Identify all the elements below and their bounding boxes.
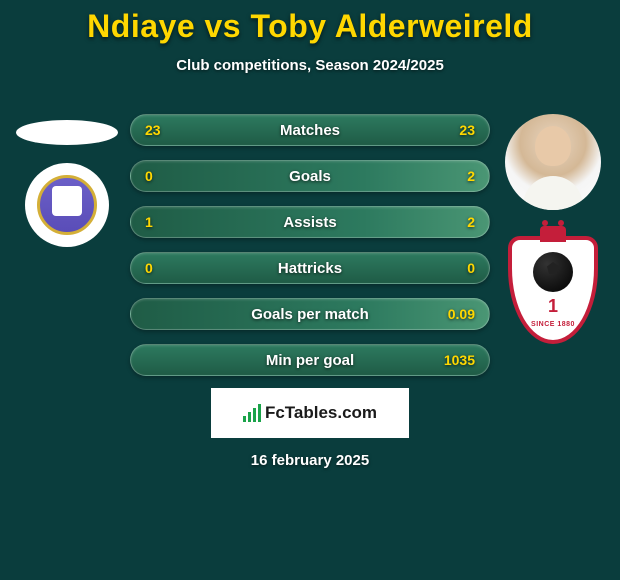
stat-row: 1 Assists 2 bbox=[130, 206, 490, 238]
stat-label: Matches bbox=[131, 122, 489, 139]
stat-left-value: 0 bbox=[145, 168, 153, 184]
stat-right-value: 23 bbox=[459, 122, 475, 138]
left-player-column bbox=[12, 110, 122, 247]
football-icon bbox=[533, 252, 573, 292]
stat-right-value: 2 bbox=[467, 168, 475, 184]
stat-row: Min per goal 1035 bbox=[130, 344, 490, 376]
player-avatar-placeholder bbox=[16, 120, 118, 145]
stat-left-value: 1 bbox=[145, 214, 153, 230]
stat-right-value: 2 bbox=[467, 214, 475, 230]
content-row: 23 Matches 23 0 Goals 2 1 Assists 2 0 Ha… bbox=[0, 110, 620, 376]
comparison-card: Ndiaye vs Toby Alderweireld Club competi… bbox=[0, 0, 620, 469]
stat-label: Hattricks bbox=[131, 260, 489, 277]
footer: FcTables.com 16 february 2025 bbox=[0, 388, 620, 469]
stat-label: Goals bbox=[131, 168, 489, 185]
stat-row: 23 Matches 23 bbox=[130, 114, 490, 146]
anderlecht-crest-icon bbox=[25, 163, 109, 247]
stat-row: 0 Goals 2 bbox=[130, 160, 490, 192]
brand-text: FcTables.com bbox=[265, 403, 377, 423]
stat-row: Goals per match 0.09 bbox=[130, 298, 490, 330]
right-player-column: 1 SINCE 1880 bbox=[498, 110, 608, 352]
stat-label: Assists bbox=[131, 214, 489, 231]
subtitle: Club competitions, Season 2024/2025 bbox=[0, 57, 620, 74]
stat-label: Min per goal bbox=[131, 352, 489, 369]
antwerp-crest-icon: 1 SINCE 1880 bbox=[503, 228, 603, 352]
stat-right-value: 0.09 bbox=[448, 306, 475, 322]
stats-list: 23 Matches 23 0 Goals 2 1 Assists 2 0 Ha… bbox=[130, 110, 490, 376]
stat-left-value: 0 bbox=[145, 260, 153, 276]
stat-left-value: 23 bbox=[145, 122, 161, 138]
crest-since: SINCE 1880 bbox=[531, 321, 575, 328]
page-title: Ndiaye vs Toby Alderweireld bbox=[0, 8, 620, 45]
stat-right-value: 1035 bbox=[444, 352, 475, 368]
stat-right-value: 0 bbox=[467, 260, 475, 276]
stat-row: 0 Hattricks 0 bbox=[130, 252, 490, 284]
player-avatar-icon bbox=[505, 114, 601, 210]
stat-label: Goals per match bbox=[131, 306, 489, 323]
fctables-logo: FcTables.com bbox=[211, 388, 409, 438]
bars-icon bbox=[243, 404, 261, 422]
date-text: 16 february 2025 bbox=[251, 452, 369, 469]
crest-number: 1 bbox=[548, 296, 558, 317]
